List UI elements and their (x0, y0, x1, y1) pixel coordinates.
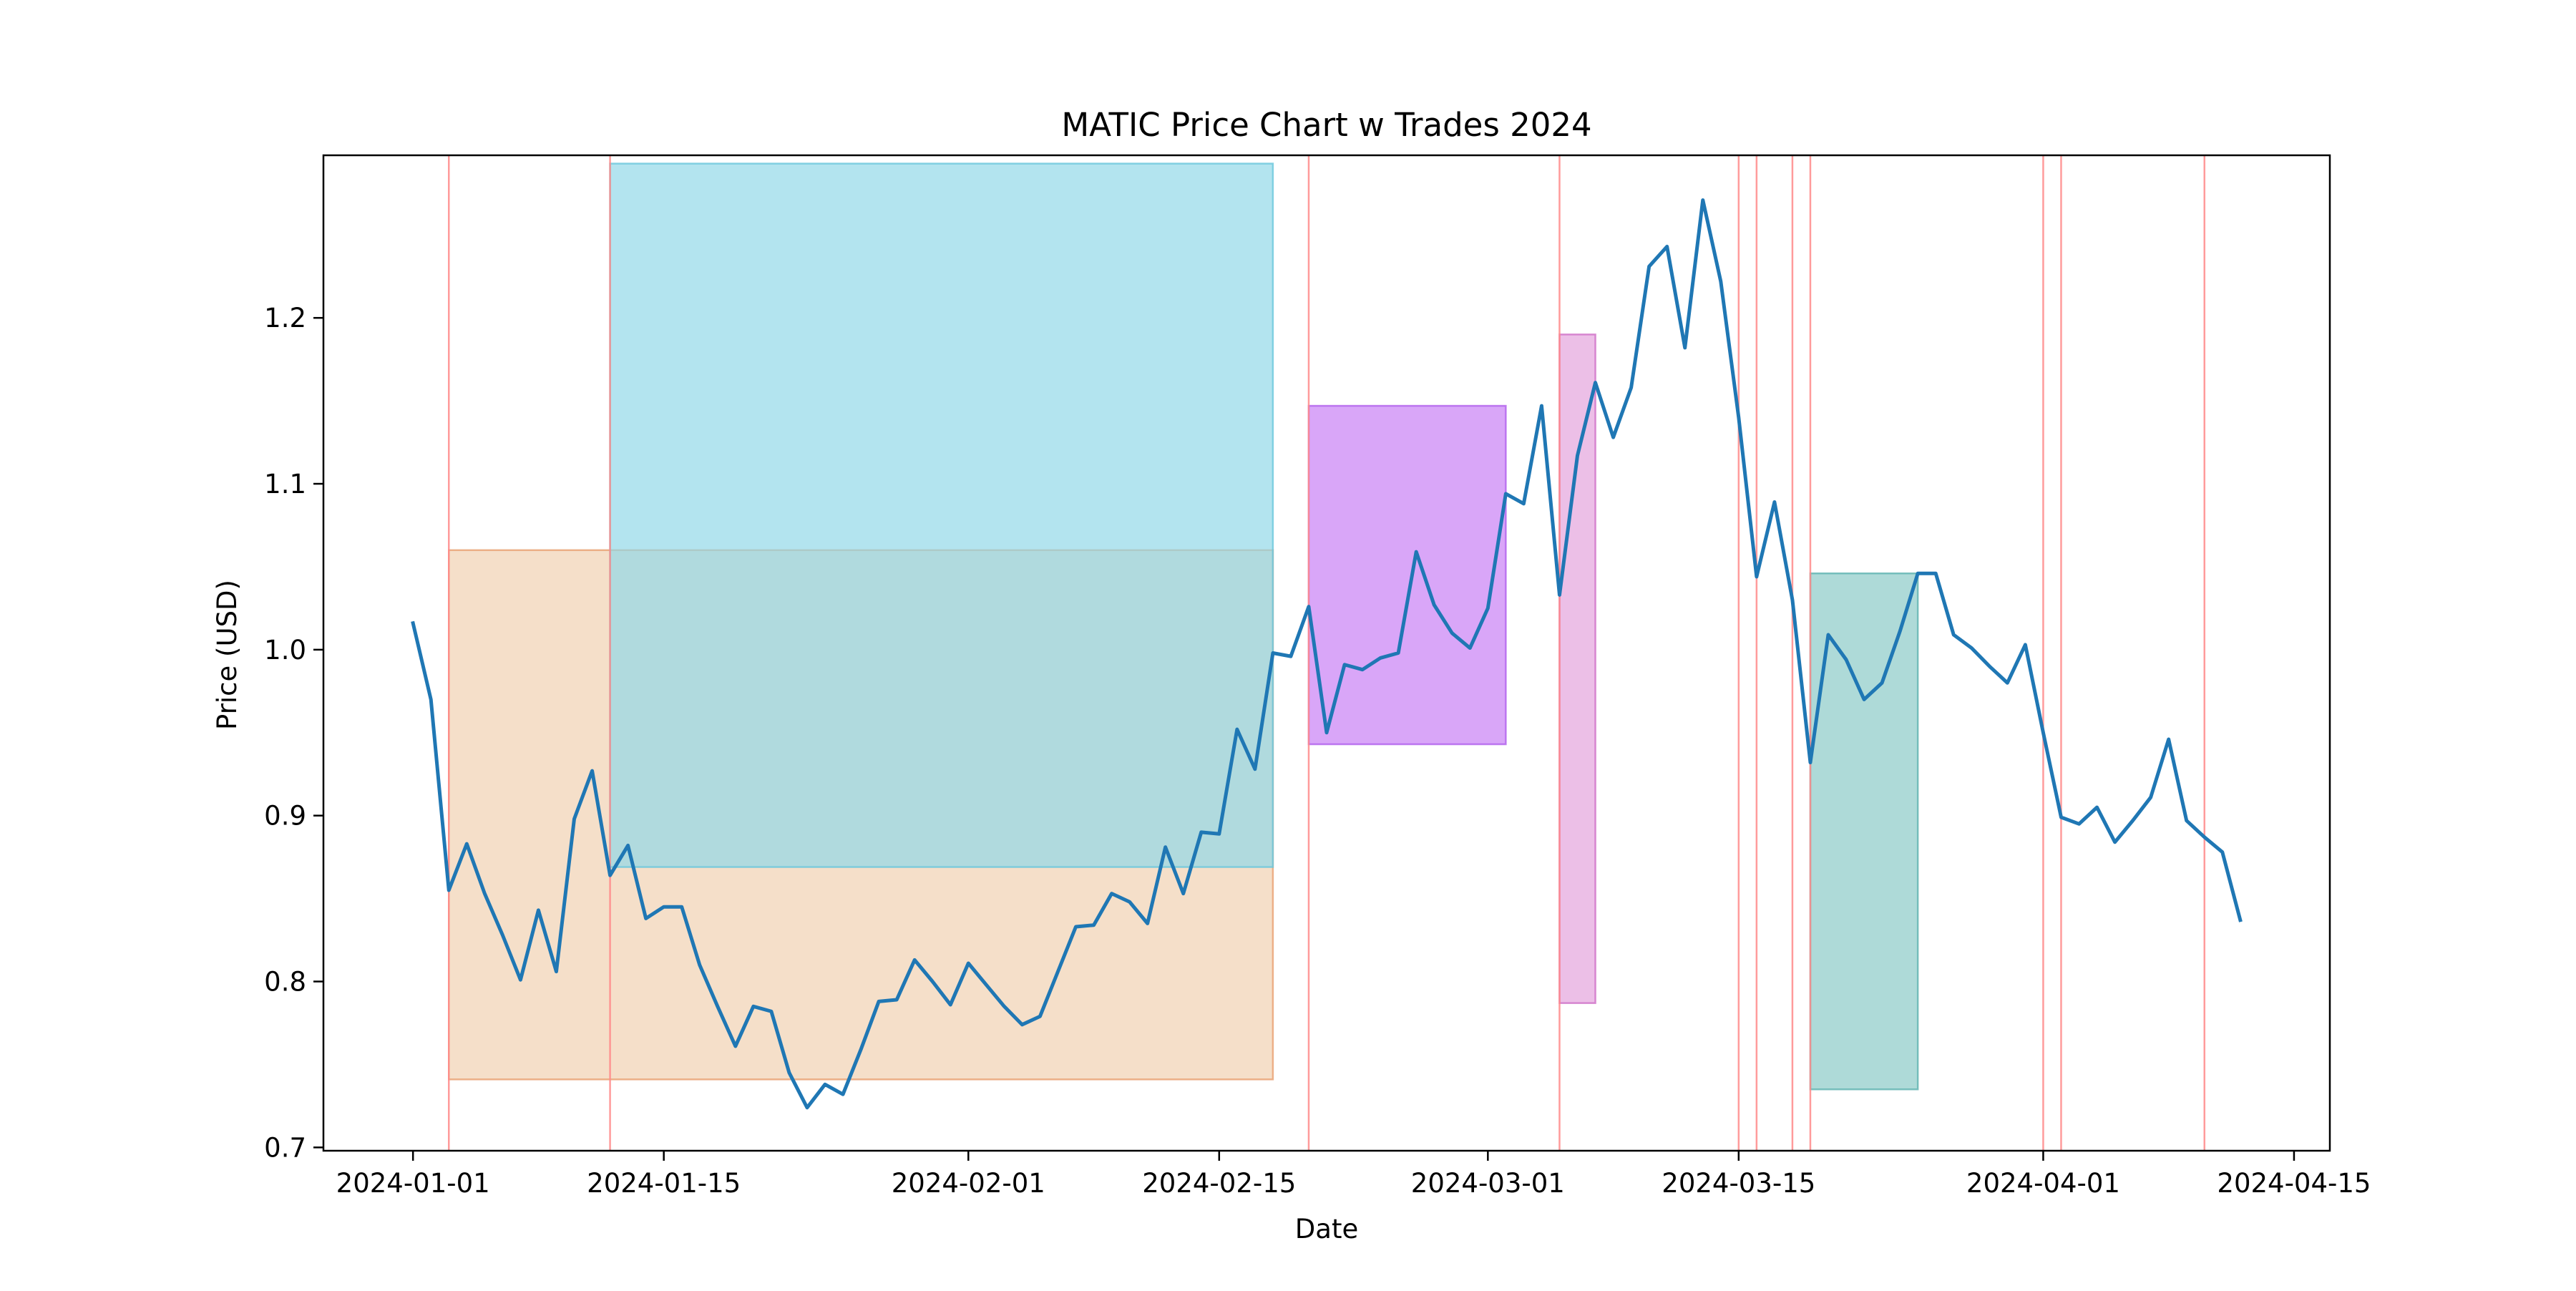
x-axis-ticks: 2024-01-01 2024-01-15 2024-02-01 2024-02-15… (336, 1151, 2371, 1199)
x-tick-label: 2024-04-01 (1966, 1168, 2120, 1199)
y-tick-label: 1.0 (264, 635, 306, 666)
price-series (411, 198, 2243, 1110)
x-tick-label: 2024-03-15 (1662, 1168, 1815, 1199)
x-tick-label: 2024-02-01 (892, 1168, 1045, 1199)
trade-boxes (448, 162, 1919, 1091)
x-axis-label: Date (1295, 1214, 1358, 1244)
x-tick-label: 2024-01-15 (587, 1168, 741, 1199)
chart-title: MATIC Price Chart w Trades 2024 (1061, 106, 1591, 144)
trade-box-3 (1307, 404, 1507, 746)
trade-markers (448, 155, 2205, 1151)
y-tick-label: 0.8 (264, 967, 306, 998)
trade-box-5 (1809, 572, 1919, 1091)
y-tick-label: 0.7 (264, 1132, 306, 1163)
y-tick-label: 0.9 (264, 801, 306, 832)
x-tick-label: 2024-03-01 (1411, 1168, 1565, 1199)
x-tick-label: 2024-04-15 (2217, 1168, 2371, 1199)
y-axis-ticks: 0.7 0.8 0.9 1.0 1.1 1.2 (264, 303, 323, 1163)
x-tick-label: 2024-02-15 (1142, 1168, 1296, 1199)
plot-frame (322, 154, 2331, 1152)
price-line (411, 198, 2243, 1110)
y-tick-label: 1.1 (264, 469, 306, 500)
y-axis-label: Price (USD) (212, 580, 243, 730)
trade-box-2 (609, 162, 1274, 868)
trade-box-4 (1558, 333, 1596, 1004)
y-tick-label: 1.2 (264, 303, 306, 333)
x-tick-label: 2024-01-01 (336, 1168, 490, 1199)
